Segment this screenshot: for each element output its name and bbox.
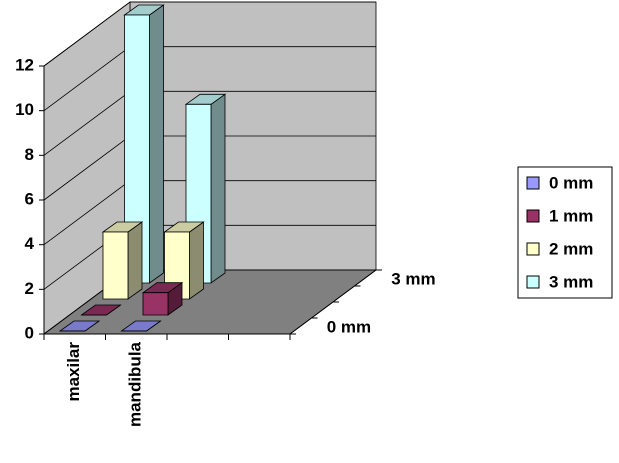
bar <box>101 221 144 300</box>
bar-front <box>142 292 169 316</box>
y-tick-label: 6 <box>25 189 34 208</box>
y-tick-label: 4 <box>25 234 35 253</box>
bar-side <box>210 93 226 284</box>
y-tick-label: 8 <box>25 145 34 164</box>
legend-swatch <box>526 176 540 190</box>
legend-swatch <box>526 209 540 223</box>
bar <box>58 320 101 332</box>
bar-side <box>127 221 143 300</box>
y-tick-label: 0 <box>25 323 34 342</box>
y-tick-label: 10 <box>15 100 34 119</box>
x-tick-label: maxilar <box>64 342 83 402</box>
bar-side <box>189 221 204 300</box>
legend-label: 3 mm <box>549 272 593 291</box>
legend-swatch <box>526 275 540 289</box>
bar <box>163 221 205 300</box>
depth-label: 3 mm <box>391 269 435 288</box>
bar-side <box>149 4 164 284</box>
legend-label: 1 mm <box>549 206 593 225</box>
bar-front <box>102 231 129 300</box>
legend-label: 0 mm <box>549 173 593 192</box>
bar <box>80 304 122 316</box>
legend-label: 2 mm <box>549 239 593 258</box>
legend-swatch <box>526 242 540 256</box>
bar <box>141 281 184 316</box>
bar <box>120 320 162 332</box>
depth-label: 0 mm <box>327 317 371 336</box>
y-tick-label: 12 <box>15 55 34 74</box>
x-tick-label: mandibula <box>126 341 145 427</box>
y-tick-label: 2 <box>25 279 34 298</box>
bar <box>123 4 165 284</box>
grid-line <box>43 1 376 67</box>
